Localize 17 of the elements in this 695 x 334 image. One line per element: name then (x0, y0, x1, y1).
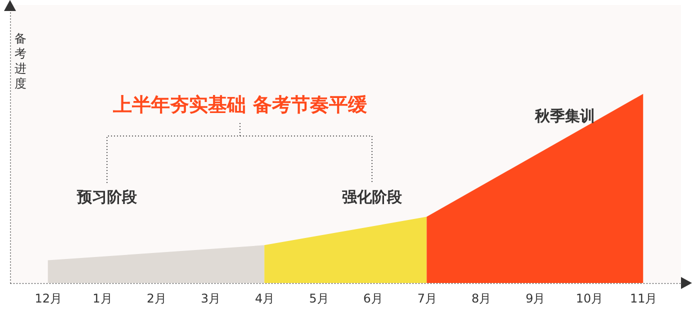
x-tick-label: 8月 (471, 292, 492, 306)
y-axis-title: 备考进度 (14, 32, 26, 90)
x-tick-label: 3月 (200, 292, 221, 306)
annotation: 秋季集训 (534, 107, 595, 125)
x-tick-label: 2月 (146, 292, 166, 306)
chart-title: 上半年夯实基础 备考节奏平缓 (112, 94, 367, 116)
x-tick-label: 11月 (630, 292, 658, 306)
x-tick-label: 5月 (309, 292, 329, 306)
x-tick-label: 10月 (576, 292, 604, 306)
x-tick-label: 4月 (255, 292, 275, 306)
x-tick-label: 6月 (363, 292, 383, 306)
x-tick-label: 1月 (92, 292, 112, 306)
x-tick-label: 12月 (34, 292, 62, 306)
x-tick-label: 9月 (526, 292, 546, 306)
annotation: 预习阶段 (76, 188, 138, 206)
annotation: 强化阶段 (342, 188, 403, 206)
x-tick-label: 7月 (417, 292, 437, 306)
